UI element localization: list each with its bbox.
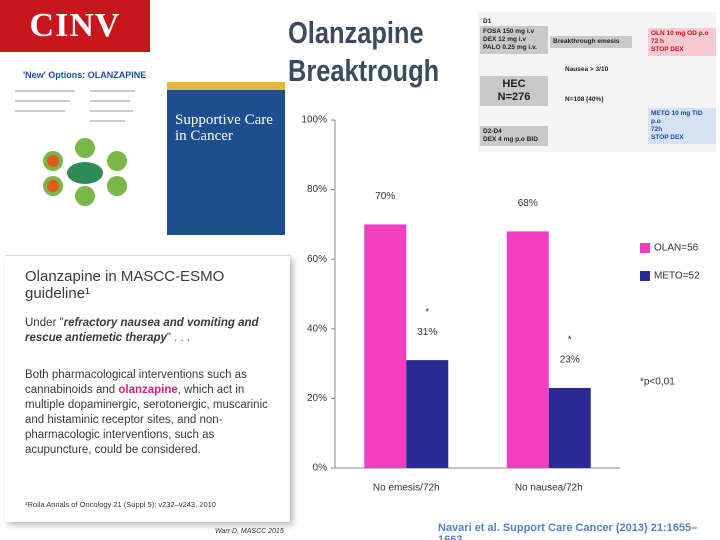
flow-diagram: D1 FOSA 150 mg i.v DEX 12 mg i.v PALO 0.25… xyxy=(478,12,716,152)
guideline-paragraph: Both pharmacological interventions such … xyxy=(25,368,283,458)
text-emphasis: refractory nausea and vomiting and rescu… xyxy=(25,317,259,344)
thumbnail-diagram xyxy=(15,90,135,206)
cover-title-line: Supportive Care xyxy=(175,112,273,128)
guideline-reference: ¹Roila Annals of Oncology 21 (Suppl 5): … xyxy=(25,500,216,509)
y-tick-label: 0% xyxy=(313,463,328,474)
flow-label: Nausea > 3/10 xyxy=(565,66,609,73)
title-line: Olanzapine xyxy=(288,15,424,50)
thumbnail-title: 'New' Options: OLANZAPINE xyxy=(23,70,147,80)
flow-text: DEX 12 mg i.v xyxy=(483,36,526,43)
x-tick-label: No emesis/72h xyxy=(373,483,440,494)
citation: Navari et al. Support Care Cancer (2013)… xyxy=(438,522,698,540)
bar xyxy=(548,387,591,468)
y-tick-label: 40% xyxy=(307,323,327,334)
badge: CINV xyxy=(0,0,150,52)
journal-cover: Supportive Care in Cancer xyxy=(167,82,285,235)
credit: Warr D, MASCC 2015 xyxy=(215,528,284,535)
flow-text: N=276 xyxy=(497,91,531,103)
flow-text: OLN 10 mg OD p.o xyxy=(651,30,709,37)
flow-box: HEC N=276 xyxy=(480,76,548,106)
flow-box: Breakthrough emesis xyxy=(550,36,632,48)
y-tick-label: 60% xyxy=(307,254,327,265)
significance-marker: * xyxy=(425,307,429,318)
flow-text: STOP DEX xyxy=(651,134,684,141)
cover-title-line: in Cancer xyxy=(175,128,233,144)
flow-text: FOSA 150 mg i.v xyxy=(483,28,535,35)
annotation: *p<0,01 xyxy=(640,377,675,388)
bar xyxy=(364,224,407,468)
title-line: Breaktrough xyxy=(288,53,440,88)
legend-label: METO=52 xyxy=(654,271,700,282)
value-label: 68% xyxy=(518,198,538,209)
chart: 0% 20% 40% 60% 80% 100% No emesis/72h 70% 31% * No… xyxy=(301,115,700,494)
guideline-paragraph: Under "refractory nausea and vomiting an… xyxy=(25,316,283,346)
text: Under " xyxy=(25,317,64,329)
guideline-box: Olanzapine in MASCC-ESMO guideline¹ Unde… xyxy=(5,255,290,522)
flow-box: FOSA 150 mg i.v DEX 12 mg i.v PALO 0.25 mg… xyxy=(480,26,548,54)
flow-label: N=108 (40%) xyxy=(565,96,604,103)
y-tick-label: 20% xyxy=(307,393,327,404)
flow-text: METO 10 mg TID p.o xyxy=(651,110,703,125)
cover-title: Supportive Care in Cancer xyxy=(175,112,273,144)
bar xyxy=(406,360,449,468)
flow-text: D2-D4 xyxy=(483,128,502,135)
cover-band xyxy=(167,82,285,90)
bar xyxy=(506,231,549,468)
flow-text: DEX 4 mg p.o BID xyxy=(483,136,538,143)
flow-text: 72 h xyxy=(651,38,665,45)
value-label: 23% xyxy=(560,355,580,366)
value-label: 70% xyxy=(375,191,395,202)
text-emphasis: olanzapine xyxy=(118,384,178,396)
significance-marker: * xyxy=(568,335,572,346)
flow-box: OLN 10 mg OD p.o 72 h STOP DEX xyxy=(648,28,716,56)
legend-label: OLAN=56 xyxy=(654,243,699,254)
thumbnail: 'New' Options: OLANZAPINE xyxy=(5,56,165,236)
slide-title: Olanzapine Breaktrough xyxy=(288,14,439,90)
flow-text: STOP DEX xyxy=(651,46,684,53)
flow-text: PALO 0.25 mg i.v. xyxy=(483,44,537,51)
text: Both pharmacological interventions such … xyxy=(25,369,247,396)
text: , which act in multiple dopaminergic, se… xyxy=(25,384,268,456)
value-label: 31% xyxy=(417,327,437,338)
text: " . . . xyxy=(166,332,191,344)
flow-text: 72h xyxy=(651,126,663,133)
y-tick-label: 80% xyxy=(307,184,327,195)
guideline-title: Olanzapine in MASCC-ESMO guideline¹ xyxy=(25,268,225,302)
flow-text: HEC xyxy=(502,78,526,90)
flow-box: METO 10 mg TID p.o 72h STOP DEX xyxy=(648,108,716,144)
legend-swatch xyxy=(640,243,650,253)
y-tick-label: 100% xyxy=(301,115,327,126)
legend-swatch xyxy=(640,271,650,281)
x-tick-label: No nausea/72h xyxy=(515,483,583,494)
flow-box: D2-D4 DEX 4 mg p.o BID xyxy=(480,126,548,146)
flow-label: D1 xyxy=(483,18,492,25)
